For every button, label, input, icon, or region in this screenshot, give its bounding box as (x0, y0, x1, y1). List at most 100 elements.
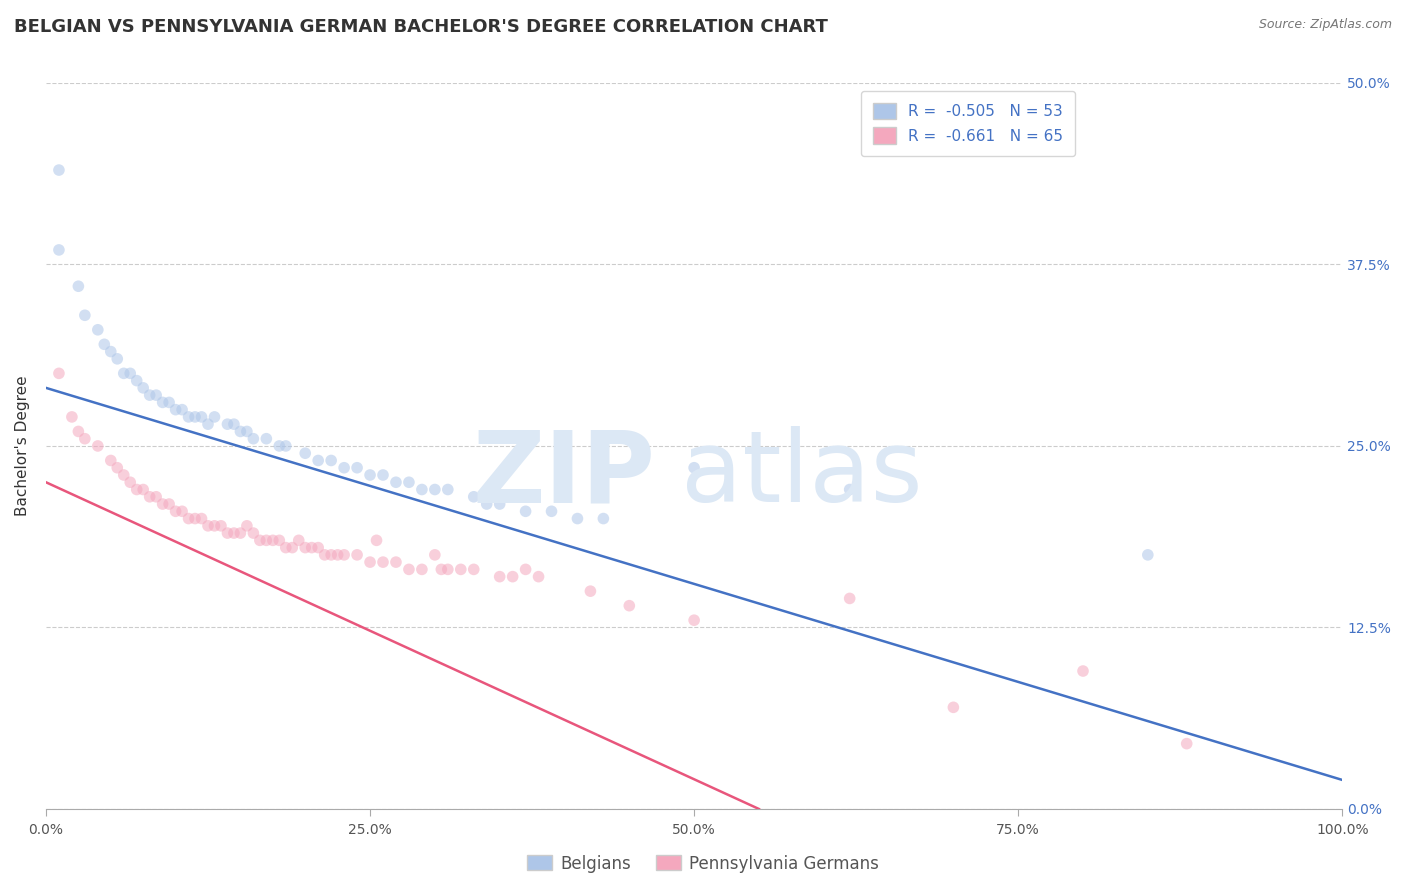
Point (73, 432, 96, 446)
Point (359, 555, 381, 569)
Point (165, 402, 187, 417)
Point (125, 374, 148, 388)
Point (217, 417, 239, 432)
Point (60, 409, 83, 424)
Point (172, 402, 194, 417)
Point (398, 562, 420, 576)
Point (1175, 737, 1198, 751)
Point (488, 569, 510, 583)
Point (236, 425, 259, 439)
Point (274, 439, 297, 453)
Point (112, 367, 135, 381)
Point (254, 533, 277, 548)
Point (430, 562, 453, 576)
Point (105, 351, 128, 366)
Point (204, 518, 226, 533)
Point (333, 548, 356, 562)
Point (138, 388, 160, 402)
Point (152, 497, 174, 511)
Point (222, 417, 245, 432)
Point (385, 555, 408, 569)
Point (48, 163, 70, 178)
Point (184, 409, 207, 424)
Point (398, 475, 420, 490)
Point (346, 548, 368, 562)
Point (190, 511, 212, 525)
Point (145, 388, 167, 402)
Point (269, 439, 291, 453)
Point (326, 548, 349, 562)
Point (502, 569, 524, 583)
Point (540, 504, 562, 518)
Point (838, 483, 860, 497)
Point (301, 541, 323, 555)
Point (254, 432, 277, 446)
Point (314, 548, 336, 562)
Y-axis label: Bachelor's Degree: Bachelor's Degree (15, 376, 30, 516)
Point (249, 533, 271, 548)
Point (204, 409, 226, 424)
Point (333, 460, 356, 475)
Point (100, 453, 122, 467)
Point (274, 541, 297, 555)
Point (229, 526, 252, 541)
Point (527, 569, 550, 583)
Point (87, 323, 110, 337)
Point (197, 518, 219, 533)
Point (125, 483, 148, 497)
Point (359, 468, 381, 483)
Point (157, 497, 180, 511)
Point (321, 548, 343, 562)
Point (1136, 548, 1159, 562)
Point (100, 344, 122, 359)
Legend: Belgians, Pennsylvania Germans: Belgians, Pennsylvania Germans (520, 848, 886, 880)
Point (515, 562, 537, 576)
Point (592, 511, 614, 525)
Text: Source: ZipAtlas.com: Source: ZipAtlas.com (1258, 18, 1392, 31)
Point (67, 425, 90, 439)
Point (942, 700, 965, 714)
Point (145, 490, 167, 504)
Point (177, 511, 200, 525)
Legend: R =  -0.505   N = 53, R =  -0.661   N = 65: R = -0.505 N = 53, R = -0.661 N = 65 (860, 91, 1076, 156)
Point (105, 460, 128, 475)
Point (262, 533, 284, 548)
Point (132, 483, 155, 497)
Point (242, 526, 264, 541)
Point (209, 518, 232, 533)
Point (222, 526, 245, 541)
Point (437, 562, 460, 576)
Point (120, 367, 142, 381)
Point (184, 511, 207, 525)
Point (87, 439, 110, 453)
Point (190, 409, 212, 424)
Point (236, 518, 259, 533)
Point (683, 613, 706, 627)
Point (138, 490, 160, 504)
Point (411, 483, 433, 497)
Text: BELGIAN VS PENNSYLVANIA GERMAN BACHELOR'S DEGREE CORRELATION CHART: BELGIAN VS PENNSYLVANIA GERMAN BACHELOR'… (14, 18, 828, 36)
Point (411, 562, 433, 576)
Point (385, 475, 408, 490)
Point (67, 279, 90, 293)
Text: atlas: atlas (681, 426, 922, 524)
Point (423, 548, 446, 562)
Point (165, 504, 187, 518)
Point (567, 511, 589, 525)
Point (838, 591, 860, 606)
Point (287, 533, 309, 548)
Point (371, 555, 394, 569)
Text: ZIP: ZIP (472, 426, 655, 524)
Point (1071, 664, 1094, 678)
Point (307, 541, 329, 555)
Point (346, 460, 368, 475)
Point (120, 475, 142, 490)
Point (619, 599, 641, 613)
Point (371, 468, 394, 483)
Point (93, 337, 115, 351)
Point (488, 497, 510, 511)
Point (463, 490, 485, 504)
Point (281, 541, 304, 555)
Point (294, 541, 316, 555)
Point (683, 460, 706, 475)
